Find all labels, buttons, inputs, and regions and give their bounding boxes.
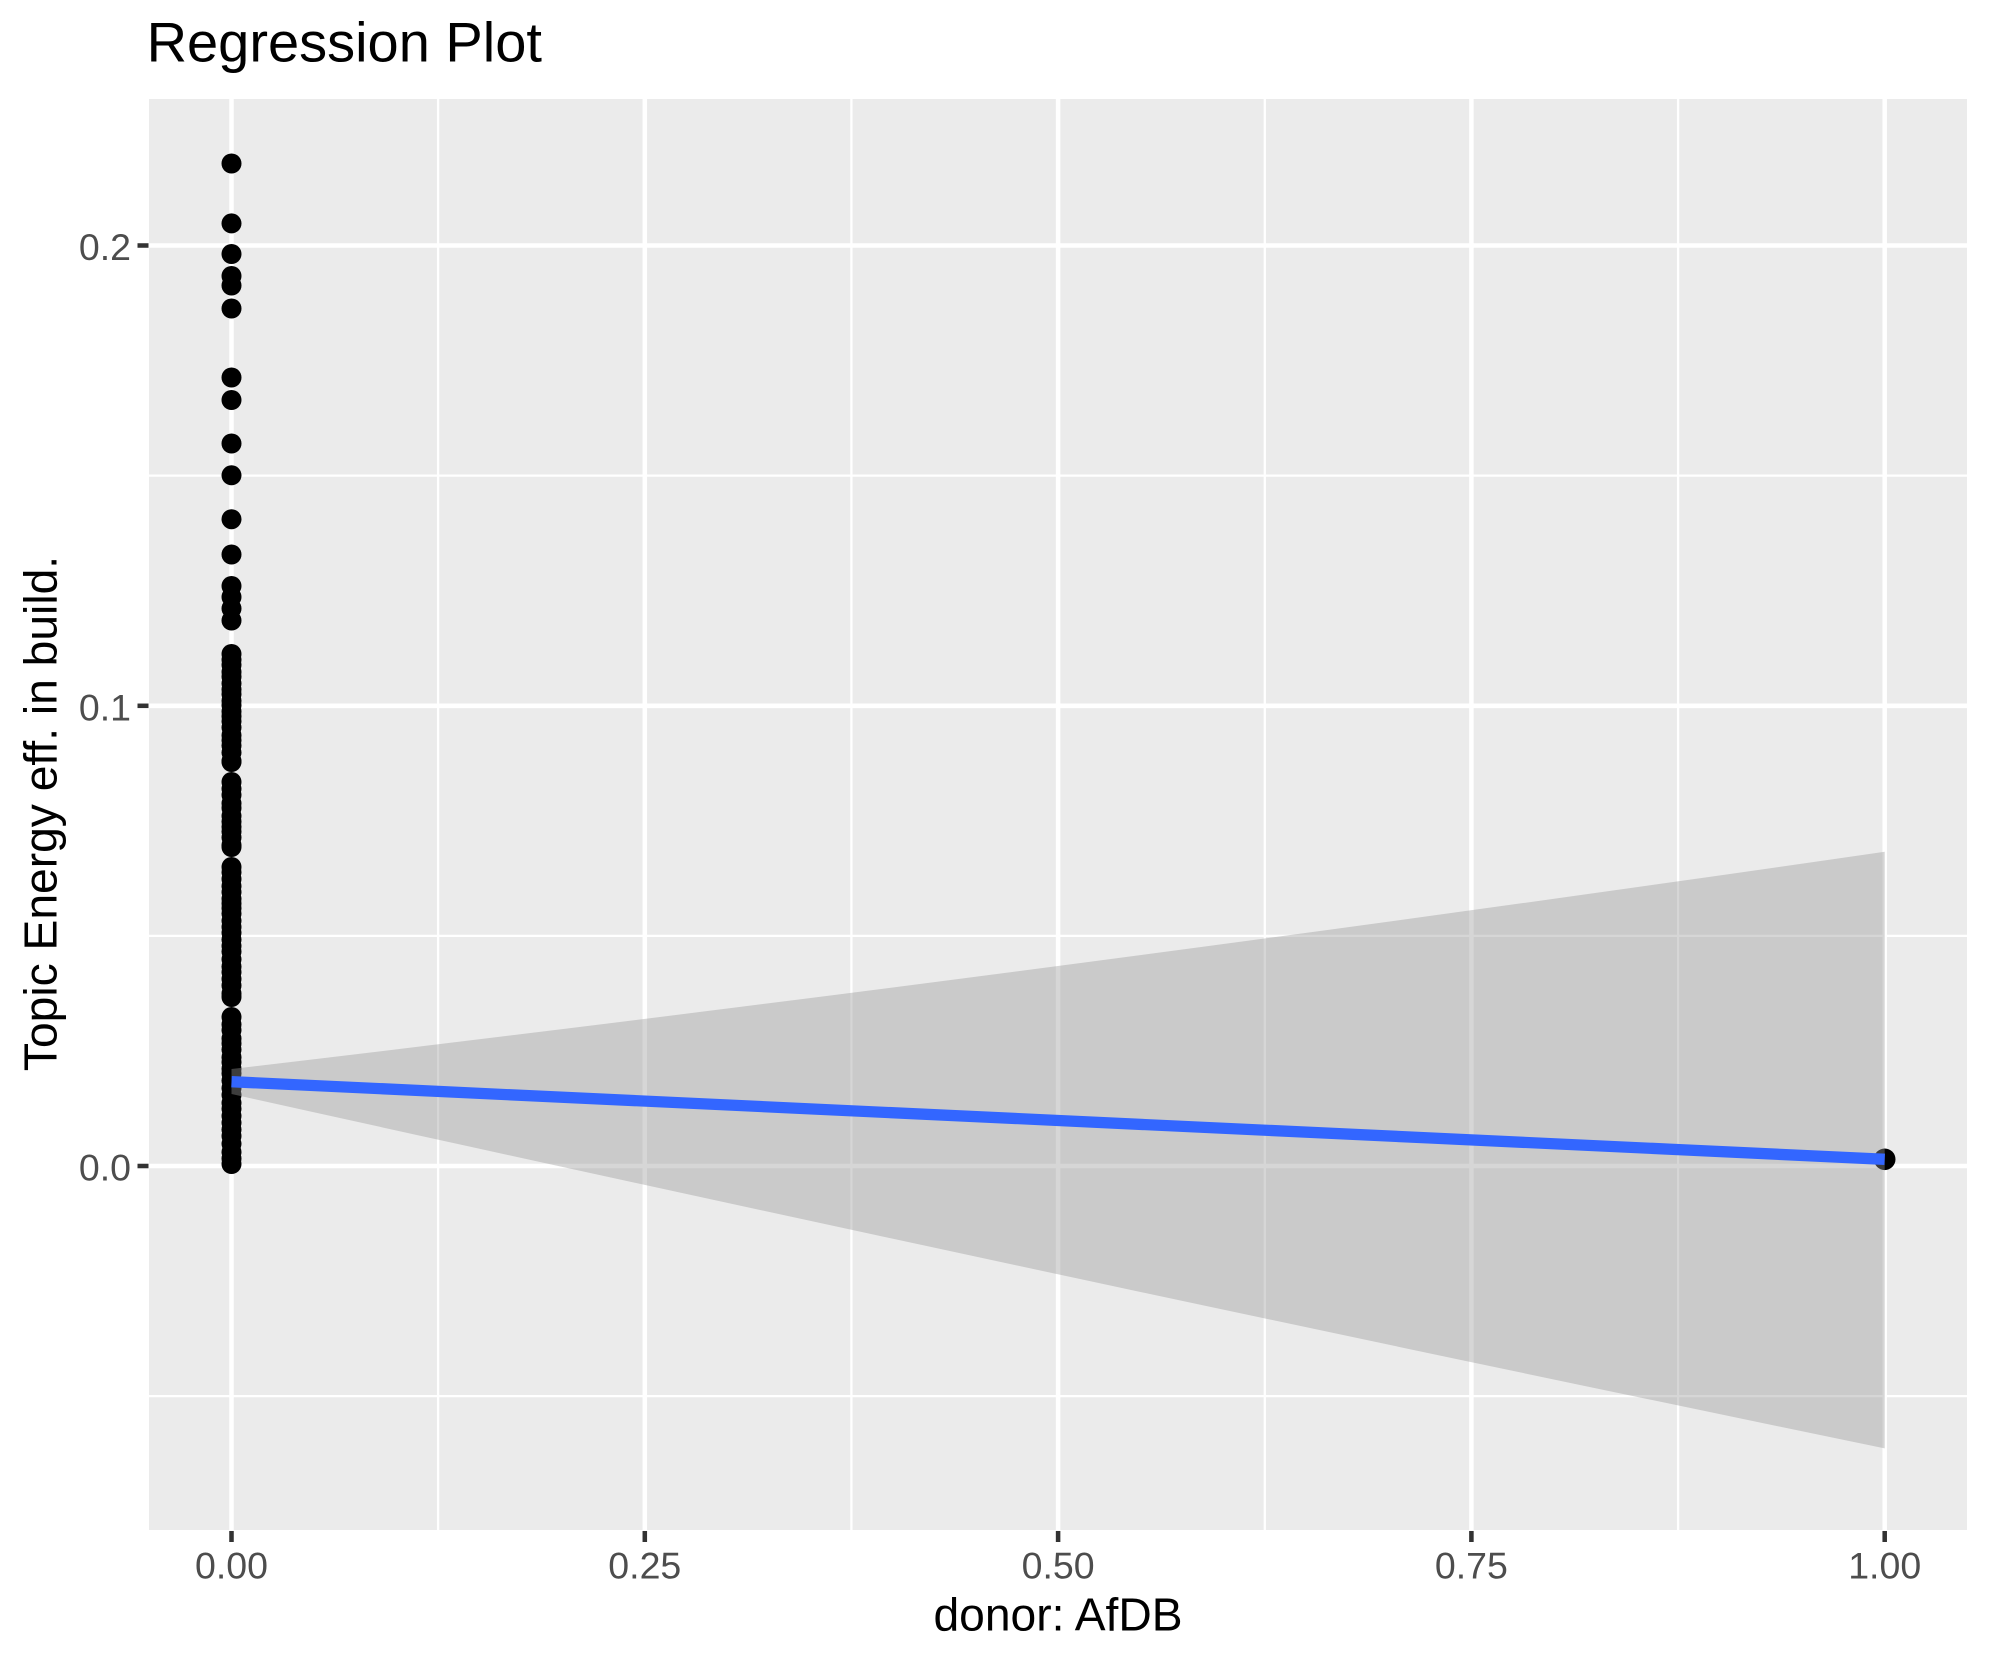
svg-text:0.50: 0.50 [1022,1545,1095,1587]
svg-text:1.00: 1.00 [1848,1545,1921,1587]
svg-text:0.25: 0.25 [608,1545,681,1587]
svg-text:0.0: 0.0 [79,1147,131,1189]
svg-text:0.2: 0.2 [79,226,131,268]
svg-text:Topic Energy eff. in build.: Topic Energy eff. in build. [14,556,66,1071]
svg-text:Regression Plot: Regression Plot [147,10,543,73]
svg-text:0.1: 0.1 [79,687,131,729]
svg-text:0.00: 0.00 [195,1545,268,1587]
svg-text:donor: AfDB: donor: AfDB [933,1589,1182,1641]
svg-text:0.75: 0.75 [1435,1545,1508,1587]
